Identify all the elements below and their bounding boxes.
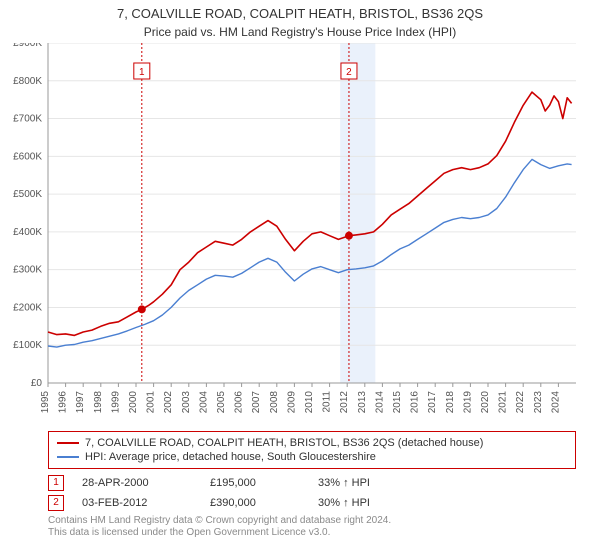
svg-text:2019: 2019 — [462, 390, 473, 413]
svg-text:2014: 2014 — [374, 390, 385, 413]
svg-text:1998: 1998 — [93, 390, 104, 413]
transaction-price: £390,000 — [210, 497, 300, 509]
svg-text:£200K: £200K — [13, 302, 42, 313]
svg-text:2007: 2007 — [251, 390, 262, 413]
svg-text:2012: 2012 — [339, 390, 350, 413]
footer-line-1: Contains HM Land Registry data © Crown c… — [48, 515, 576, 527]
svg-text:£500K: £500K — [13, 189, 42, 200]
chart: £0 £100K £200K £300K £400K £500K £600K £700K £80… — [0, 43, 600, 423]
svg-text:£100K: £100K — [13, 340, 42, 351]
svg-text:2011: 2011 — [322, 390, 333, 412]
transaction-date: 03-FEB-2012 — [82, 497, 192, 509]
transaction-diff: 33% ↑ HPI — [318, 477, 408, 489]
svg-text:£0: £0 — [31, 378, 43, 389]
transactions-table: 1 28-APR-2000 £195,000 33% ↑ HPI 2 03-FEB-201… — [48, 475, 576, 511]
svg-text:2021: 2021 — [498, 390, 509, 413]
svg-text:1999: 1999 — [110, 390, 121, 413]
svg-text:2020: 2020 — [480, 390, 491, 413]
chart-svg: £0 £100K £200K £300K £400K £500K £600K £700K £80… — [0, 43, 600, 423]
legend-row: HPI: Average price, detached house, Sout… — [57, 450, 567, 464]
legend: 7, COALVILLE ROAD, COALPIT HEATH, BRISTO… — [48, 431, 576, 470]
svg-text:2015: 2015 — [392, 390, 403, 413]
transaction-diff: 30% ↑ HPI — [318, 497, 408, 509]
svg-text:2: 2 — [346, 67, 352, 78]
svg-text:2009: 2009 — [286, 390, 297, 413]
legend-row: 7, COALVILLE ROAD, COALPIT HEATH, BRISTO… — [57, 436, 567, 450]
svg-text:2017: 2017 — [427, 390, 438, 413]
svg-text:2023: 2023 — [533, 390, 544, 413]
svg-text:2001: 2001 — [146, 390, 157, 413]
svg-text:2002: 2002 — [163, 390, 174, 413]
legend-label: 7, COALVILLE ROAD, COALPIT HEATH, BRISTO… — [85, 436, 483, 450]
svg-text:2016: 2016 — [410, 390, 421, 413]
svg-text:1997: 1997 — [75, 390, 86, 413]
svg-text:2018: 2018 — [445, 390, 456, 413]
legend-swatch — [57, 442, 79, 444]
legend-swatch — [57, 456, 79, 458]
svg-text:£800K: £800K — [13, 76, 42, 87]
svg-text:£400K: £400K — [13, 227, 42, 238]
svg-text:2024: 2024 — [550, 390, 561, 413]
transaction-marker: 2 — [48, 495, 64, 511]
svg-text:2004: 2004 — [198, 390, 209, 413]
svg-text:1: 1 — [139, 67, 145, 78]
page-title: 7, COALVILLE ROAD, COALPIT HEATH, BRISTO… — [0, 6, 600, 23]
legend-label: HPI: Average price, detached house, Sout… — [85, 450, 376, 464]
transaction-row: 1 28-APR-2000 £195,000 33% ↑ HPI — [48, 475, 576, 491]
svg-text:2022: 2022 — [515, 390, 526, 413]
transaction-marker: 1 — [48, 475, 64, 491]
svg-text:1995: 1995 — [40, 390, 51, 413]
svg-text:2006: 2006 — [234, 390, 245, 413]
svg-text:2010: 2010 — [304, 390, 315, 413]
svg-text:£700K: £700K — [13, 113, 42, 124]
svg-text:£300K: £300K — [13, 265, 42, 276]
svg-text:2003: 2003 — [181, 390, 192, 413]
svg-text:£600K: £600K — [13, 151, 42, 162]
footer-attribution: Contains HM Land Registry data © Crown c… — [48, 515, 576, 539]
svg-text:2013: 2013 — [357, 390, 368, 413]
svg-text:1996: 1996 — [58, 390, 69, 413]
svg-text:2000: 2000 — [128, 390, 139, 413]
transaction-price: £195,000 — [210, 477, 300, 489]
page-subtitle: Price paid vs. HM Land Registry's House … — [0, 25, 600, 39]
svg-text:2005: 2005 — [216, 390, 227, 413]
svg-text:£900K: £900K — [13, 43, 42, 49]
svg-text:2008: 2008 — [269, 390, 280, 413]
transaction-row: 2 03-FEB-2012 £390,000 30% ↑ HPI — [48, 495, 576, 511]
transaction-date: 28-APR-2000 — [82, 477, 192, 489]
footer-line-2: This data is licensed under the Open Gov… — [48, 527, 576, 539]
